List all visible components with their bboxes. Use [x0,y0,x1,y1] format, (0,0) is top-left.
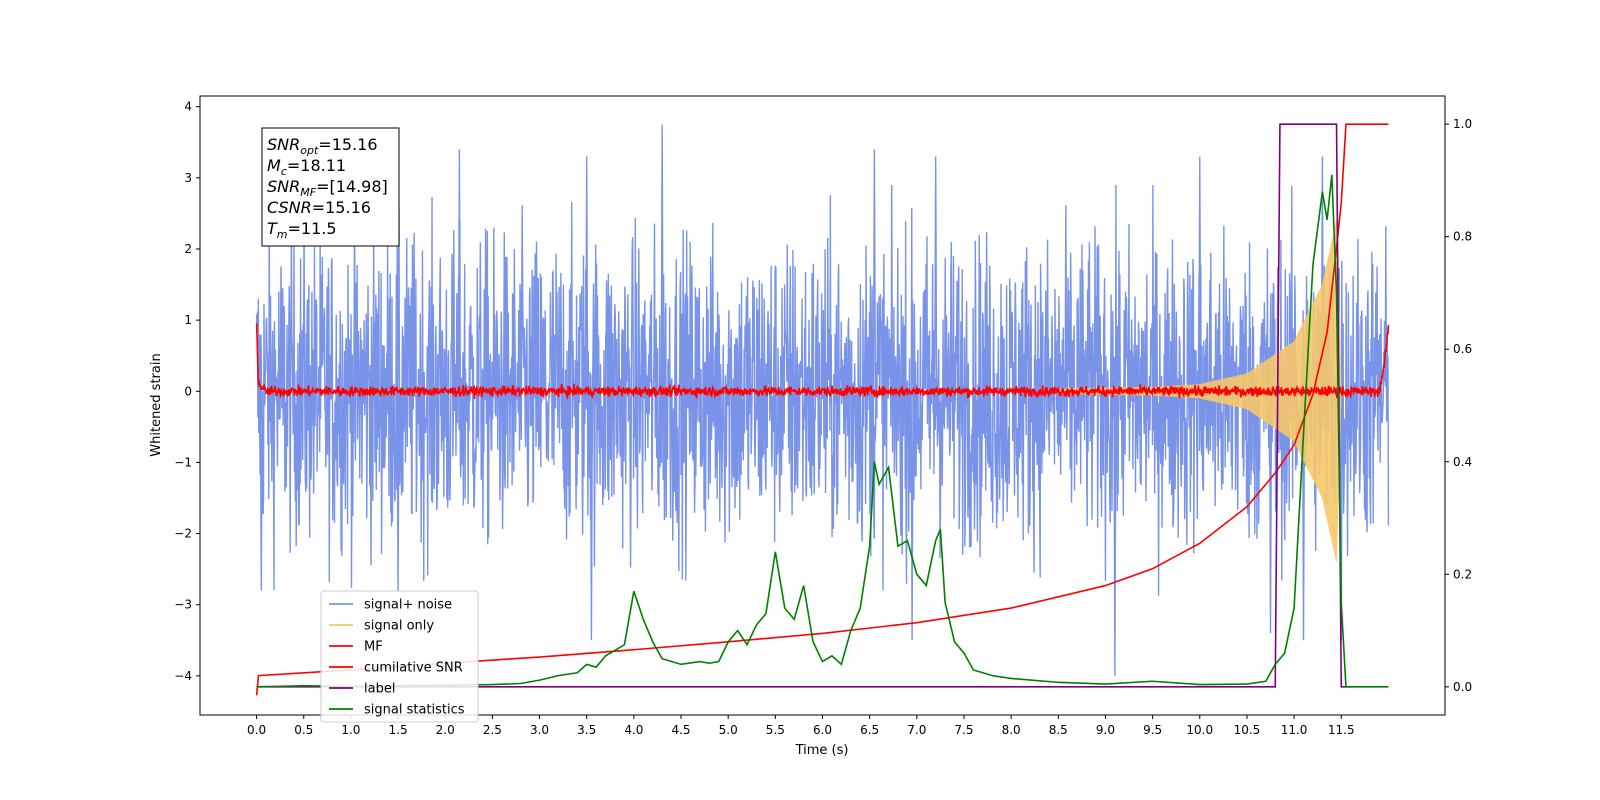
y-right-tick-label: 1.0 [1453,117,1472,131]
series-signal-only [1057,220,1342,562]
legend-label: label [364,682,395,697]
y-axis-label: Whitened strain [149,353,164,456]
x-tick-label: 11.0 [1281,723,1308,737]
y-axis-left: −4 −3 −2 −1 0 1 2 3 4 [174,100,200,683]
x-axis: 0.0 0.5 1.0 1.5 2.0 2.5 3.0 3.5 4.0 4.5 5.0 5.5 6.0 6… [247,715,1355,737]
x-tick-label: 10.0 [1186,723,1213,737]
x-tick-label: 1.0 [341,723,360,737]
x-tick-label: 2.0 [436,723,455,737]
annotation-frame [261,127,400,247]
x-tick-label: 6.0 [813,723,832,737]
legend-label: signal statistics [364,703,465,718]
legend-label: cumilative SNR [364,661,463,676]
x-tick-label: 5.5 [766,723,785,737]
y-tick-label: 0 [184,384,192,398]
y-tick-label: −4 [174,669,192,683]
x-tick-label: 0.5 [294,723,313,737]
y-tick-label: 3 [184,171,192,185]
y-right-tick-label: 0.2 [1453,567,1472,581]
legend: signal+ noise signal only MF cumilative SNR… [320,590,479,723]
legend-label: signal only [364,619,434,634]
x-tick-label: 4.0 [624,723,643,737]
y-tick-label: 1 [184,313,192,327]
x-tick-label: 2.5 [483,723,502,737]
legend-label: signal+ noise [364,598,452,613]
y-right-tick-label: 0.4 [1453,455,1472,469]
x-tick-label: 7.0 [907,723,926,737]
y-tick-label: −1 [174,455,192,469]
y-right-tick-label: 0.6 [1453,342,1472,356]
x-tick-label: 5.0 [719,723,738,737]
x-tick-label: 1.5 [389,723,408,737]
x-tick-label: 0.0 [247,723,266,737]
series-signal-statistics [256,174,1389,688]
x-tick-label: 8.0 [1002,723,1021,737]
series-label [256,123,1351,688]
series-signal-plus-noise [255,124,1390,676]
annotation-box: SNRopt=15.16Mc=18.11SNRMF=[14.98]CSNR=15… [261,127,400,247]
legend-frame [320,590,479,723]
annotation-line: CSNR=15.16 [267,198,371,217]
y-tick-label: 4 [184,100,192,114]
annotation-line: Mc=18.11 [267,156,346,178]
y-tick-label: 2 [184,242,192,256]
y-axis-right: 0.0 0.2 0.4 0.6 0.8 1.0 [1445,117,1472,694]
x-tick-label: 7.5 [954,723,973,737]
series-mf [255,323,1390,400]
y-right-tick-label: 0.8 [1453,230,1472,244]
x-tick-label: 11.5 [1328,723,1355,737]
x-tick-label: 4.5 [671,723,690,737]
y-tick-label: −2 [174,527,192,541]
x-tick-label: 8.5 [1049,723,1068,737]
annotation-line: SNRopt=15.16 [267,135,378,157]
y-tick-label: −3 [174,598,192,612]
x-tick-label: 3.0 [530,723,549,737]
y-right-tick-label: 0.0 [1453,680,1472,694]
annotation-line: SNRMF=[14.98] [267,177,388,199]
series-cumulative-snr [255,123,1389,696]
x-tick-label: 10.5 [1234,723,1261,737]
annotation-line: Tm=11.5 [267,219,337,241]
x-tick-label: 6.5 [860,723,879,737]
x-tick-label: 9.5 [1143,723,1162,737]
legend-label: MF [364,640,383,655]
x-axis-label: Time (s) [795,743,849,758]
plot-area [255,123,1390,696]
x-tick-label: 9.0 [1096,723,1115,737]
x-tick-label: 3.5 [577,723,596,737]
